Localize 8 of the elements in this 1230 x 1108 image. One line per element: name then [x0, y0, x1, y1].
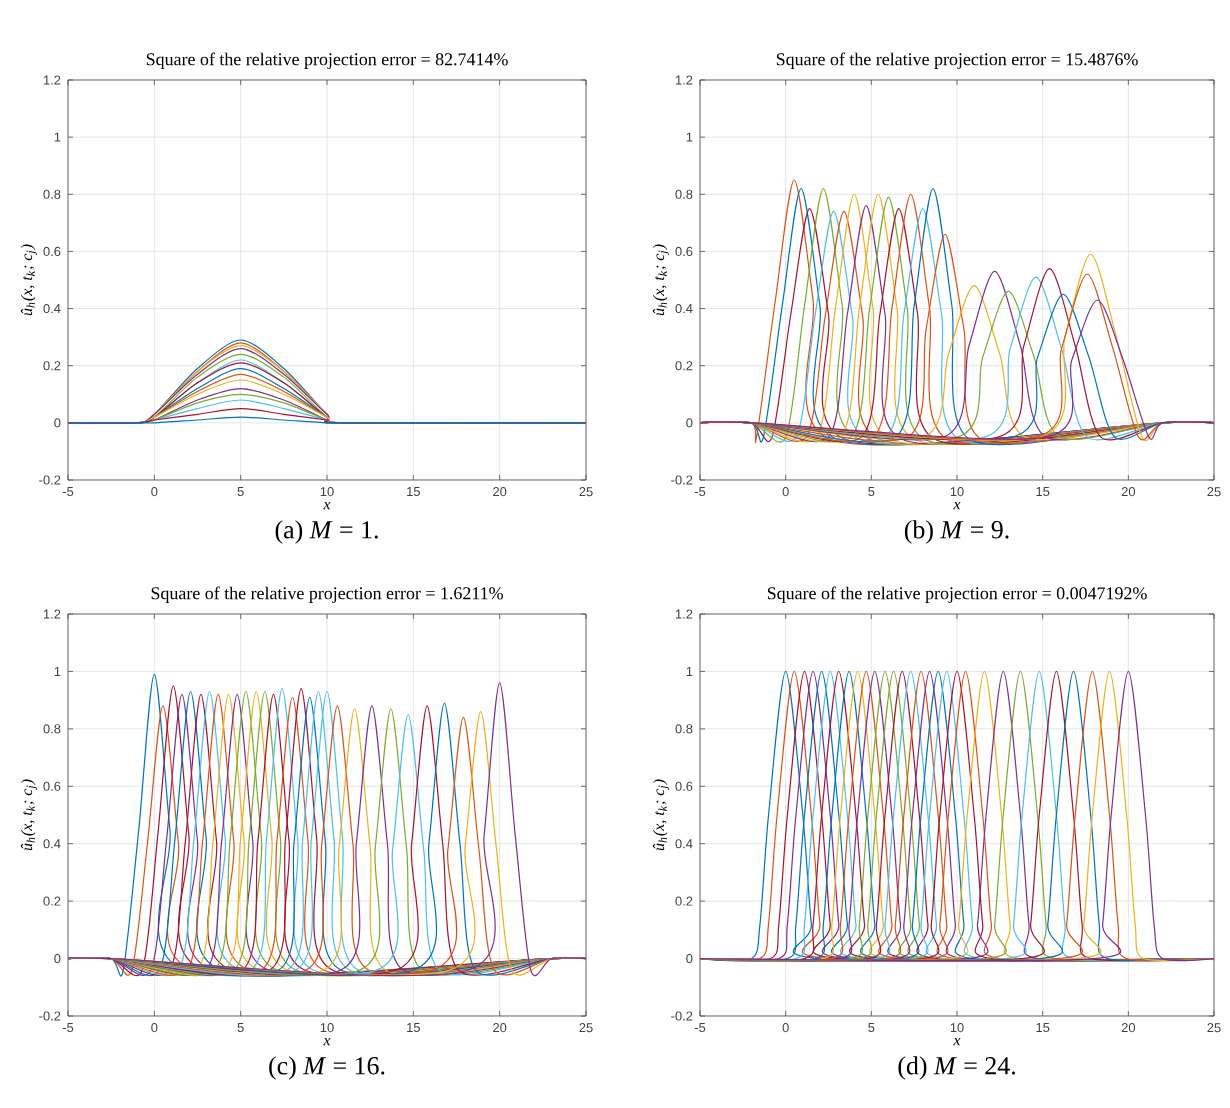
text: (a) M = 1.: [275, 520, 378, 544]
chart-title: Square of the relative projection error = 1.6211%: [151, 586, 503, 603]
chart-title: Square of the relative projection error = 82.7414%: [146, 52, 508, 69]
text: (d) M = 24.: [898, 1056, 1016, 1080]
chart-title: Square of the relative projection error = 0.0047192%: [767, 586, 1147, 603]
chart-title: Square of the relative projection error = 15.4876%: [776, 52, 1138, 69]
text: (b) M = 9.: [904, 520, 1009, 544]
text: (c) M = 16.: [269, 1056, 385, 1080]
